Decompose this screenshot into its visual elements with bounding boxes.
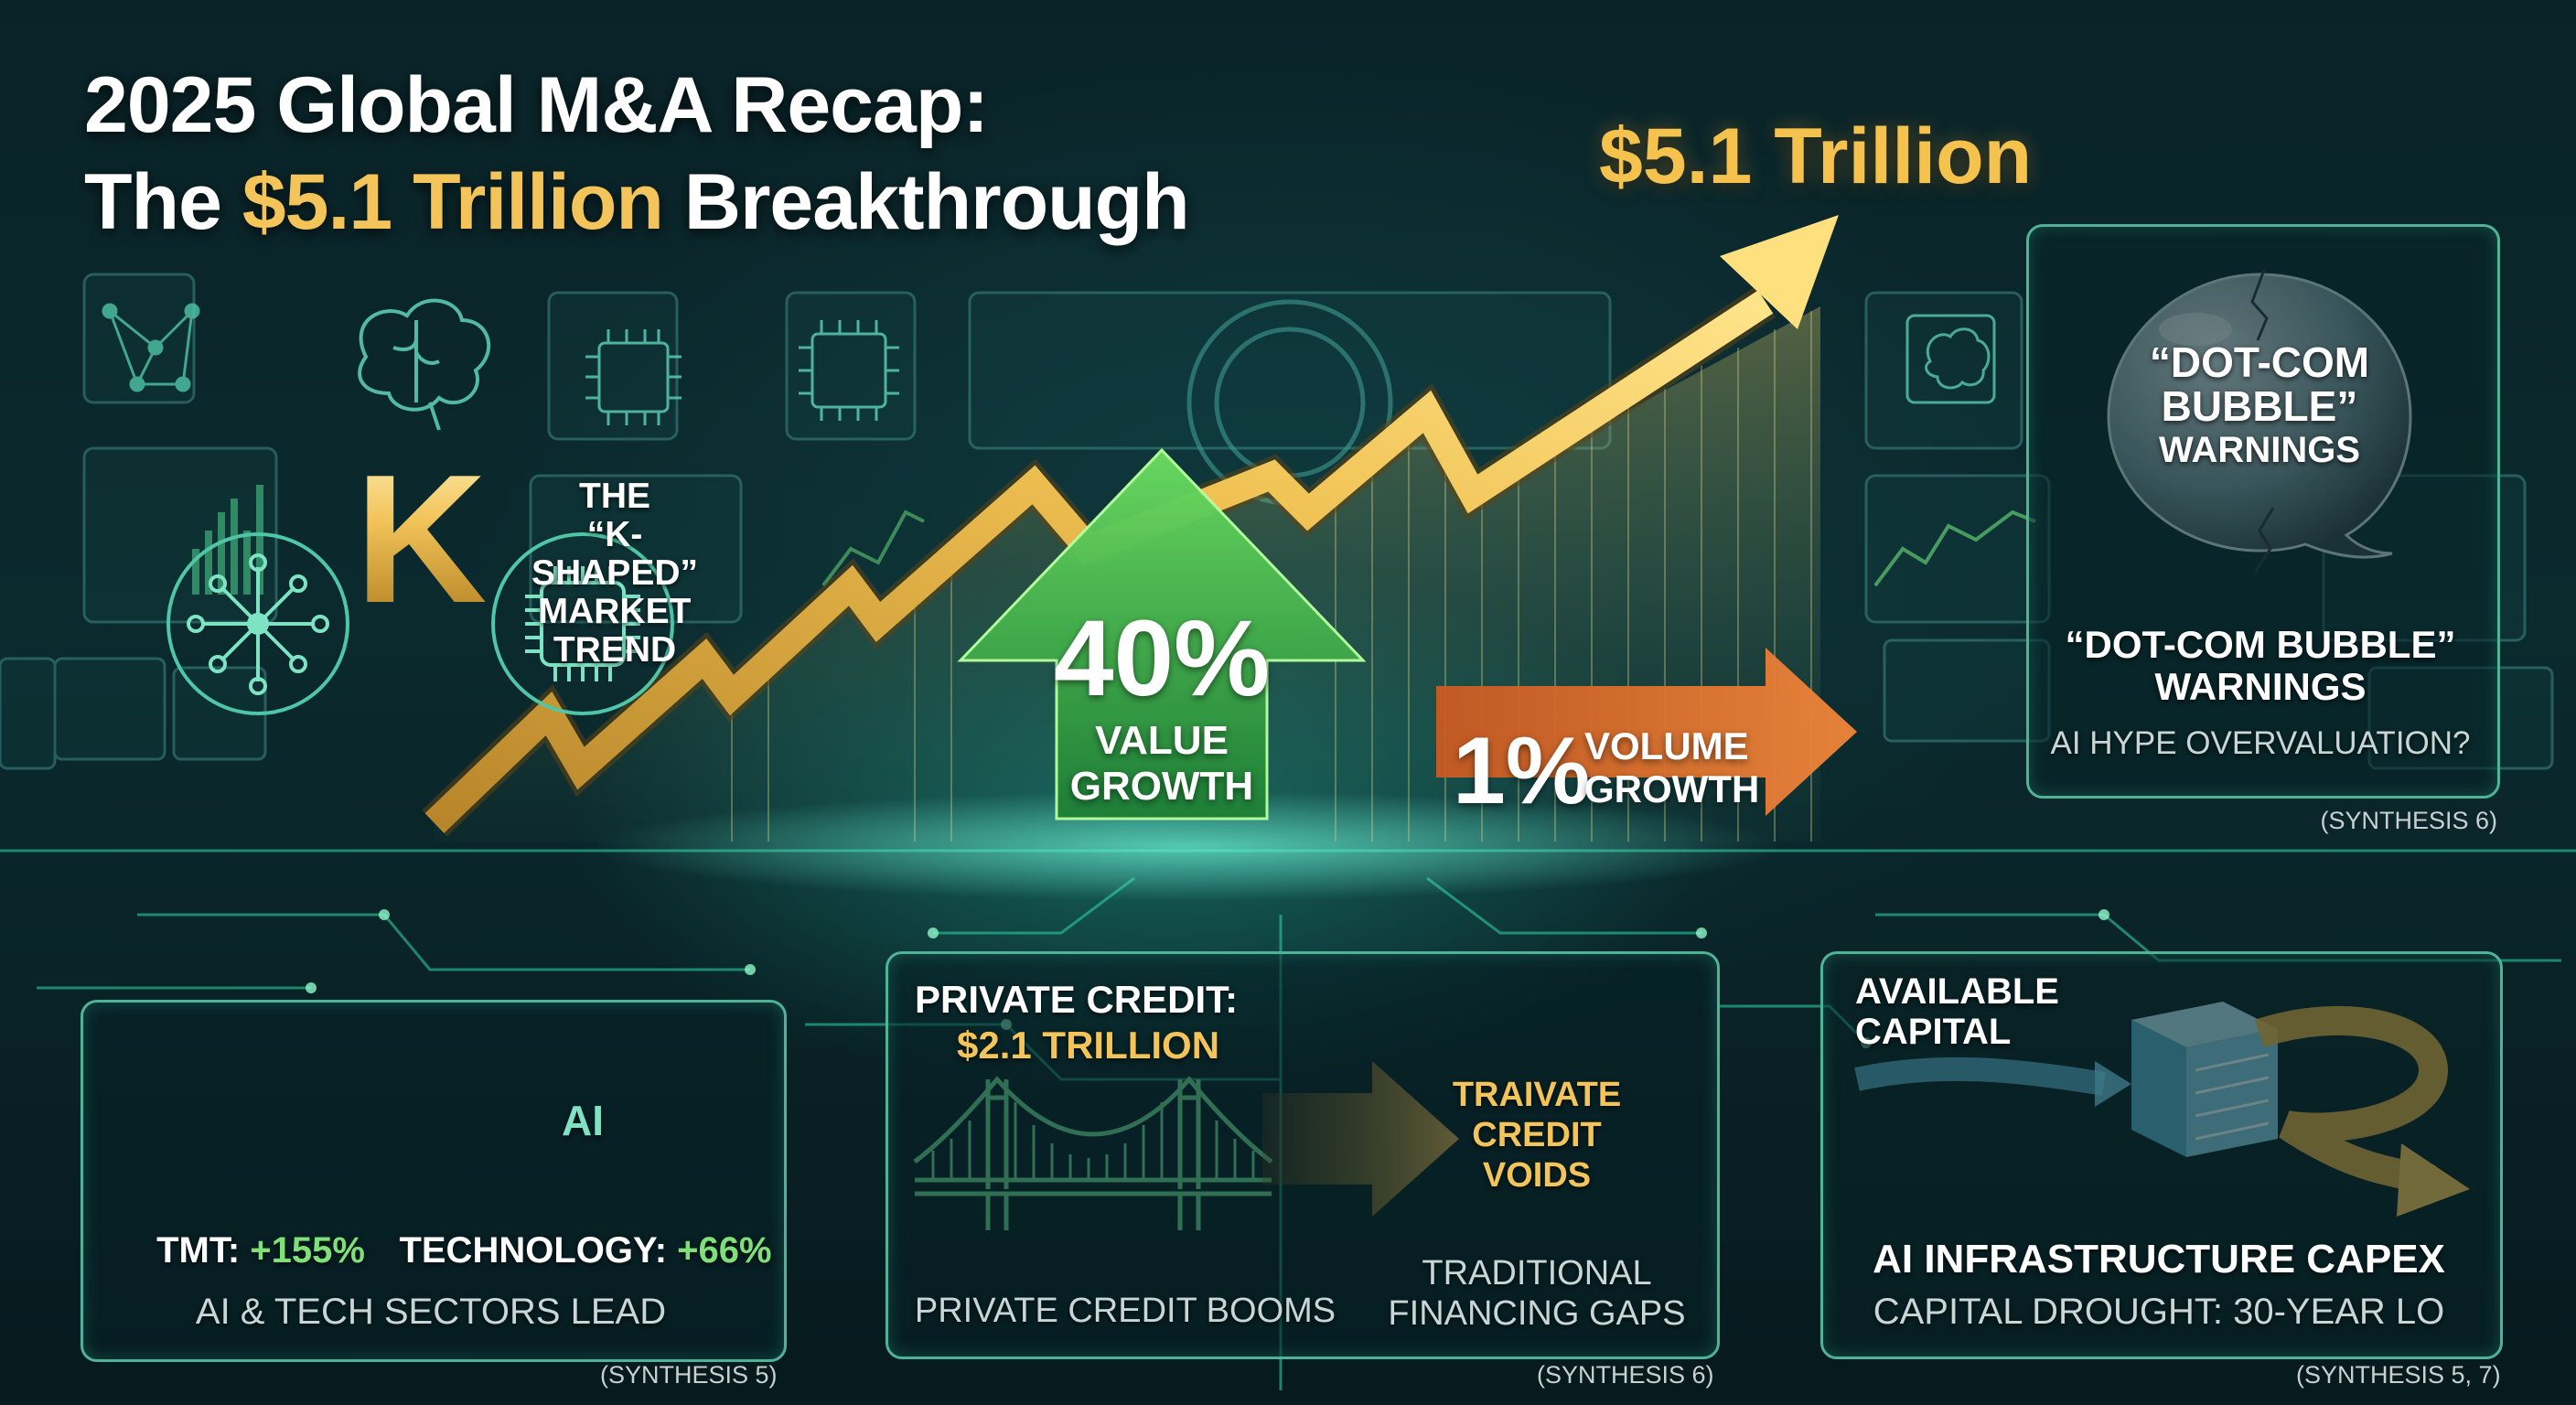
credit-voids-line-3: VOIDS bbox=[1482, 1156, 1592, 1195]
financing-gaps-caption: TRADITIONAL FINANCING GAPS bbox=[1363, 1253, 1711, 1334]
credit-voids-label: TRAIVATE CREDIT VOIDS bbox=[1436, 1075, 1637, 1196]
volume-growth-arrow bbox=[1436, 648, 1857, 816]
k-trend-line-2: “K-SHAPED” bbox=[531, 515, 699, 593]
k-letter: K bbox=[355, 437, 488, 641]
value-growth-percent: 40% bbox=[1053, 598, 1271, 719]
value-growth-arrow bbox=[957, 447, 1367, 820]
bubble-heading-line-2: WARNINGS bbox=[2154, 665, 2367, 708]
title-prefix: The bbox=[84, 158, 242, 246]
monitor-line bbox=[821, 509, 925, 587]
bubble-heading-line-1: “DOT-COM BUBBLE” bbox=[2065, 623, 2456, 666]
brain-icon bbox=[1905, 314, 1996, 404]
volume-growth-label: VOLUME GROWTH bbox=[1584, 724, 1767, 810]
title-suffix: Breakthrough bbox=[662, 158, 1190, 246]
value-growth-label: VALUE GROWTH bbox=[1025, 718, 1299, 810]
technology-value: +66% bbox=[677, 1230, 772, 1271]
financing-gaps-line-1: TRADITIONAL bbox=[1422, 1254, 1652, 1292]
bubble-text: “DOT-COM BUBBLE” WARNINGS bbox=[2113, 340, 2406, 472]
credit-source: (SYNTHESIS 6) bbox=[1537, 1361, 1714, 1389]
available-capital-line-1: AVAILABLE bbox=[1855, 971, 2059, 1012]
bubble-subtitle: AI HYPE OVERVALUATION? bbox=[2050, 725, 2471, 761]
sectors-panel bbox=[80, 1000, 787, 1362]
financing-gaps-line-2: FINANCING GAPS bbox=[1388, 1294, 1686, 1333]
page-title: 2025 Global M&A Recap: The $5.1 Trillion… bbox=[84, 57, 1190, 251]
k-trend-line-1: THE bbox=[579, 477, 651, 516]
k-trend-label: K THE “K-SHAPED” MARKET TREND bbox=[355, 439, 698, 670]
k-trend-text: THE “K-SHAPED” MARKET TREND bbox=[531, 477, 698, 670]
monitor-line bbox=[1873, 509, 2036, 587]
brain-icon bbox=[358, 298, 491, 431]
available-capital-line-2: CAPITAL bbox=[1855, 1012, 2012, 1052]
ai-chip-icon bbox=[491, 532, 674, 715]
ai-capex-heading: AI INFRASTRUCTURE CAPEX bbox=[1873, 1237, 2445, 1282]
volume-growth-percent: 1% bbox=[1453, 718, 1591, 824]
private-credit-heading-line-1: PRIVATE CREDIT: bbox=[915, 978, 1239, 1021]
tmt-stat: TMT: +155% bbox=[110, 1230, 412, 1271]
capital-drought-subtitle: CAPITAL DROUGHT: 30-YEAR LO bbox=[1873, 1292, 2445, 1332]
title-line-2: The $5.1 Trillion Breakthrough bbox=[84, 154, 1190, 251]
technology-label: TECHNOLOGY: bbox=[399, 1230, 668, 1271]
technology-stat: TECHNOLOGY: +66% bbox=[393, 1230, 778, 1271]
available-capital-label: AVAILABLE CAPITAL bbox=[1855, 971, 2075, 1052]
k-trend-line-4: TREND bbox=[553, 630, 677, 670]
k-trend-line-3: MARKET bbox=[538, 592, 692, 631]
growth-arrow-head bbox=[1720, 215, 1839, 329]
bubble-warning-panel bbox=[2026, 224, 2500, 799]
title-line-1: 2025 Global M&A Recap: bbox=[84, 61, 989, 149]
circuit-node-icon bbox=[166, 532, 349, 715]
monitor-bars bbox=[192, 485, 263, 595]
neural-network-icon bbox=[102, 303, 200, 392]
volume-growth-line-1: VOLUME bbox=[1584, 724, 1749, 767]
bubble-line-3: WARNINGS bbox=[2159, 430, 2360, 470]
bubble-line-1: “DOT-COM bbox=[2149, 338, 2370, 386]
title-highlight: $5.1 Trillion bbox=[242, 158, 664, 246]
bubble-line-2: BUBBLE” bbox=[2161, 382, 2358, 430]
value-growth-line-2: GROWTH bbox=[1069, 764, 1254, 809]
ai-chip-icon bbox=[799, 320, 899, 421]
sectors-caption: AI & TECH SECTORS LEAD bbox=[195, 1292, 667, 1332]
credit-voids-line-1: TRAIVATE bbox=[1452, 1076, 1622, 1114]
private-credit-heading: PRIVATE CREDIT: $2.1 TRILLION bbox=[915, 977, 1262, 1068]
ai-chip-icon bbox=[585, 329, 682, 425]
ai-capex-panel bbox=[1820, 951, 2503, 1359]
bubble-source: (SYNTHESIS 6) bbox=[2320, 807, 2497, 834]
private-credit-amount: $2.1 TRILLION bbox=[957, 1024, 1220, 1067]
tmt-label: TMT: bbox=[156, 1230, 241, 1271]
ai-chip-label: AI bbox=[562, 1097, 604, 1144]
growth-line bbox=[424, 290, 1774, 833]
credit-voids-line-2: CREDIT bbox=[1472, 1116, 1602, 1154]
peak-value-label: $5.1 Trillion bbox=[1599, 113, 2033, 200]
value-growth-line-1: VALUE bbox=[1095, 718, 1229, 763]
private-credit-caption: PRIVATE CREDIT BOOMS bbox=[914, 1292, 1336, 1330]
tmt-value: +155% bbox=[250, 1230, 365, 1271]
volume-growth-line-2: GROWTH bbox=[1584, 767, 1760, 810]
private-credit-panel bbox=[886, 951, 1720, 1359]
sectors-source: (SYNTHESIS 5) bbox=[600, 1361, 778, 1389]
capex-source: (SYNTHESIS 5, 7) bbox=[2296, 1361, 2501, 1389]
bubble-heading: “DOT-COM BUBBLE” WARNINGS bbox=[2026, 624, 2495, 708]
